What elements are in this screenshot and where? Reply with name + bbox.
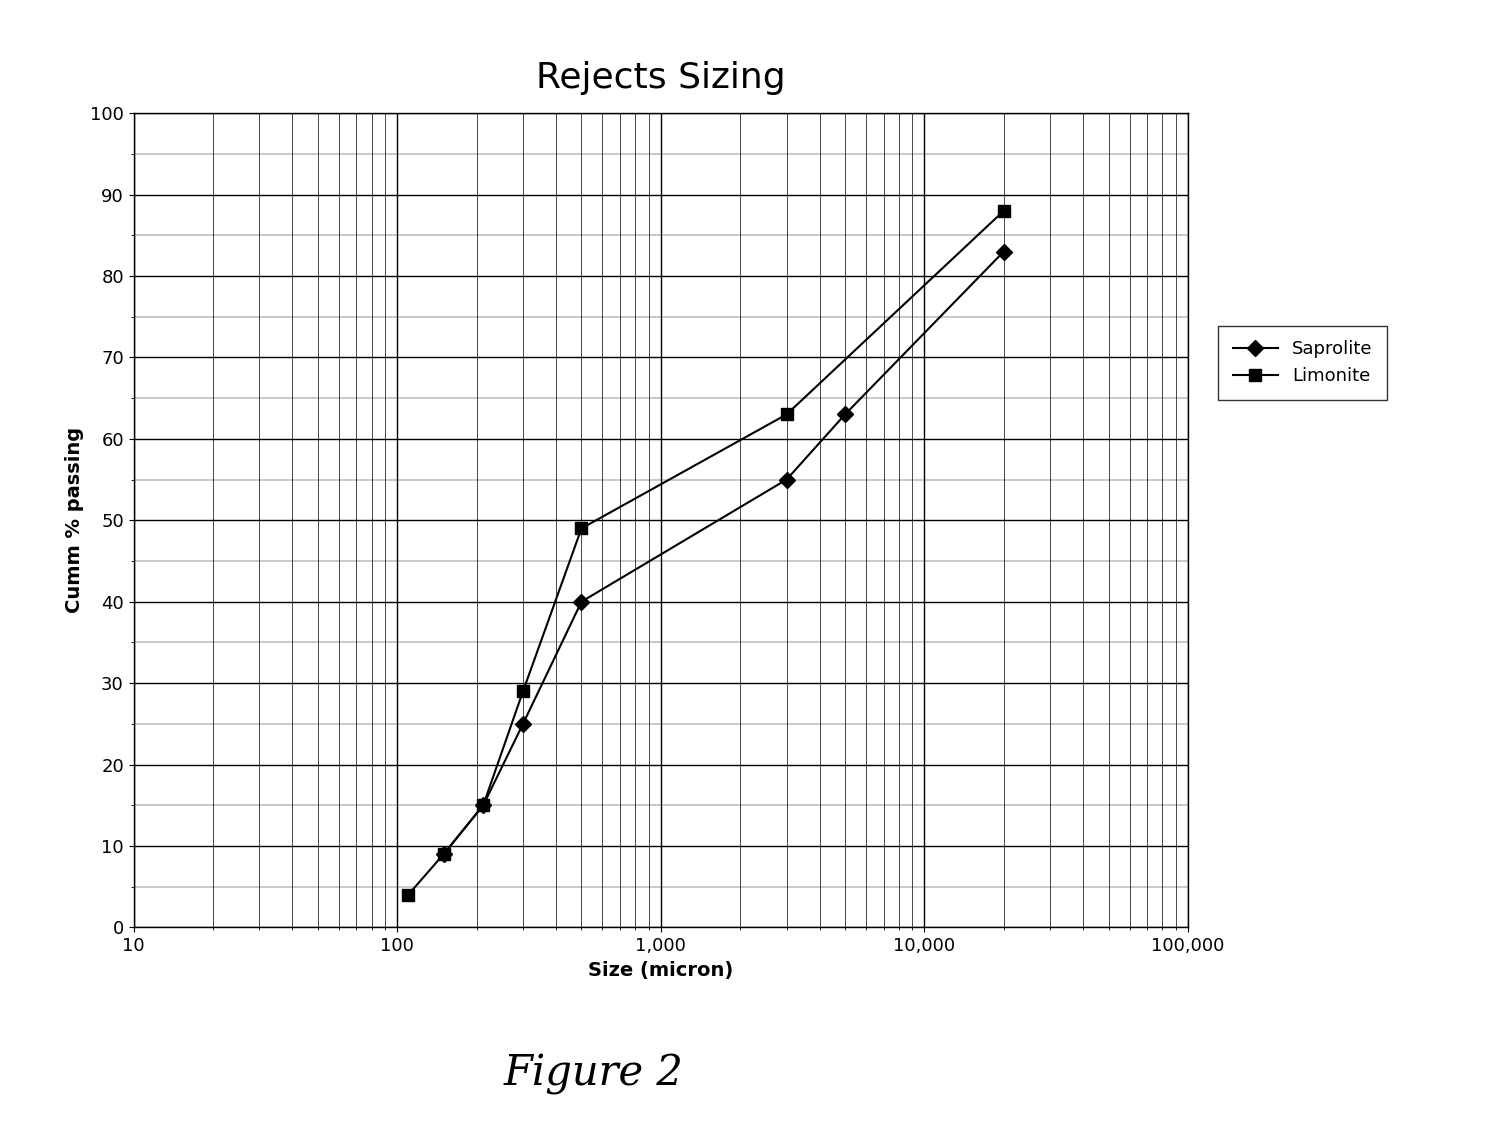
Saprolite — [514, 717, 532, 731]
Legend: Saprolite, Limonite: Saprolite, Limonite — [1218, 326, 1387, 399]
Saprolite — [778, 473, 796, 486]
X-axis label: Size (micron): Size (micron) — [588, 960, 734, 979]
Line: Limonite: Limonite — [402, 205, 1010, 901]
Limonite — [514, 684, 532, 698]
Limonite — [778, 407, 796, 421]
Saprolite — [836, 407, 854, 421]
Y-axis label: Cumm % passing: Cumm % passing — [65, 428, 85, 613]
Line: Saprolite: Saprolite — [438, 245, 1010, 860]
Title: Rejects Sizing: Rejects Sizing — [536, 61, 786, 95]
Saprolite — [995, 244, 1013, 258]
Limonite — [573, 521, 591, 535]
Limonite — [995, 204, 1013, 217]
Limonite — [435, 847, 453, 861]
Saprolite — [435, 847, 453, 861]
Limonite — [474, 798, 492, 812]
Text: Figure 2: Figure 2 — [503, 1053, 685, 1096]
Saprolite — [573, 595, 591, 608]
Saprolite — [474, 798, 492, 812]
Limonite — [399, 888, 417, 901]
